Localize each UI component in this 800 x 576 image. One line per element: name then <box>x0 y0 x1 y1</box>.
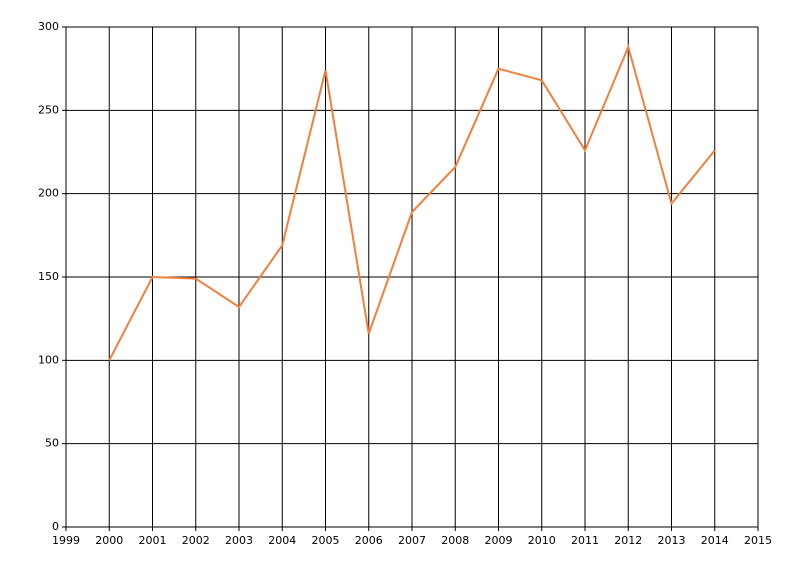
x-tick-label: 2001 <box>139 534 167 547</box>
x-tick-label: 2011 <box>571 534 599 547</box>
x-tick-label: 1999 <box>52 534 80 547</box>
x-tick-label: 2005 <box>312 534 340 547</box>
x-tick-label: 2007 <box>398 534 426 547</box>
y-tick-label: 50 <box>45 437 59 450</box>
y-tick-label: 100 <box>38 353 59 366</box>
y-tick-label: 250 <box>38 103 59 116</box>
x-tick-label: 2003 <box>225 534 253 547</box>
x-tick-label: 2014 <box>701 534 729 547</box>
x-tick-label: 2009 <box>485 534 513 547</box>
data-line <box>108 43 716 361</box>
y-tick-label: 0 <box>52 520 59 533</box>
x-tick-label: 2004 <box>268 534 296 547</box>
x-tick-label: 2010 <box>528 534 556 547</box>
x-tick-label: 2002 <box>182 534 210 547</box>
x-tick-label: 2012 <box>614 534 642 547</box>
x-tick-label: 2008 <box>441 534 469 547</box>
x-tick-label: 2013 <box>658 534 686 547</box>
x-tick-label: 2015 <box>744 534 772 547</box>
y-tick-label: 150 <box>38 270 59 283</box>
y-tick-label: 200 <box>38 187 59 200</box>
y-tick-label: 300 <box>38 20 59 33</box>
x-tick-label: 2000 <box>95 534 123 547</box>
x-tick-label: 2006 <box>355 534 383 547</box>
